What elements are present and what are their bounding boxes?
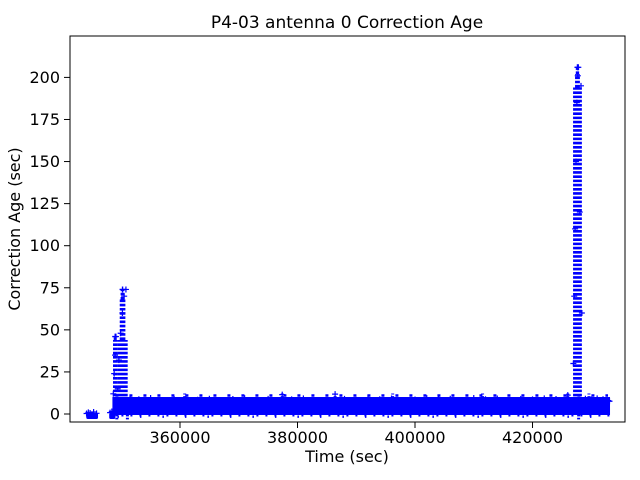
y-tick-label: 175 [29,110,60,129]
plot-area-frame [69,35,626,423]
data-point [605,397,612,404]
data-point [353,396,360,403]
data-point [119,310,126,317]
data-series [83,64,613,420]
data-point [194,396,201,403]
data-point [108,408,115,415]
data-point [572,225,579,232]
data-point [135,396,142,403]
data-point [578,310,585,317]
data-point [588,396,595,403]
data-point [159,397,166,404]
y-axis-label: Correction Age (sec) [5,147,24,310]
data-point [459,397,466,404]
y-tick-label: 150 [29,152,60,171]
data-point [117,330,124,337]
data-point [388,395,395,402]
data-point [600,396,607,403]
data-point [606,398,613,405]
data-point [553,396,560,403]
data-point [115,357,122,364]
data-point [218,406,225,413]
chart-title: P4-03 antenna 0 Correction Age [211,13,483,33]
data-point [574,72,581,79]
data-point [90,408,97,415]
data-point [93,410,100,417]
data-point [572,158,579,165]
data-point [171,395,178,402]
data-point [573,99,580,106]
data-point [494,395,501,402]
data-point [577,82,584,89]
data-point [300,395,307,402]
data-point [575,405,582,412]
y-tick-label: 200 [29,68,60,87]
data-point [229,396,236,403]
data-point [529,396,536,403]
data-point [110,390,117,397]
data-point [594,395,601,402]
x-axis-label: Time (sec) [304,447,389,466]
data-point [332,391,339,398]
data-point [241,395,248,402]
data-point [111,370,118,377]
data-point [206,395,213,402]
data-point [122,286,129,293]
data-point [341,395,348,402]
y-tick-label: 50 [40,320,60,339]
data-point [571,293,578,300]
data-point [517,395,524,402]
data-point [123,407,130,414]
data-point [112,352,119,359]
data-point [365,394,372,401]
data-point [435,396,442,403]
data-point [376,396,383,403]
x-axis-ticks: 360000 380000 400000 420000 [149,422,563,447]
x-tick-label: 360000 [149,428,210,447]
data-point [147,395,154,402]
data-point [113,407,120,414]
data-point [112,333,119,340]
data-point [564,392,571,399]
data-point [279,391,286,398]
data-point [423,395,430,402]
data-point [288,396,295,403]
data-point [541,395,548,402]
data-point [87,409,94,416]
data-point [182,394,189,401]
data-point [127,395,134,402]
x-tick-label: 420000 [502,428,563,447]
y-tick-label: 125 [29,194,60,213]
data-point [312,407,319,414]
data-point [582,395,589,402]
data-point [470,395,477,402]
y-tick-label: 25 [40,362,60,381]
data-point [265,395,272,402]
y-tick-label: 75 [40,278,60,297]
data-point [412,396,419,403]
data-point [114,385,121,392]
y-axis-ticks: 0 25 50 75 100 125 150 175 200 [29,68,70,424]
data-point [121,293,128,300]
data-point [570,360,577,367]
data-point [400,405,407,412]
data-point [253,397,260,404]
x-tick-label: 400000 [384,428,445,447]
data-point [575,64,582,71]
data-point [482,396,489,403]
y-tick-label: 100 [29,236,60,255]
data-point [447,395,454,402]
y-tick-label: 0 [50,405,60,424]
x-tick-label: 380000 [267,428,328,447]
data-point [506,406,513,413]
data-point [576,209,583,216]
